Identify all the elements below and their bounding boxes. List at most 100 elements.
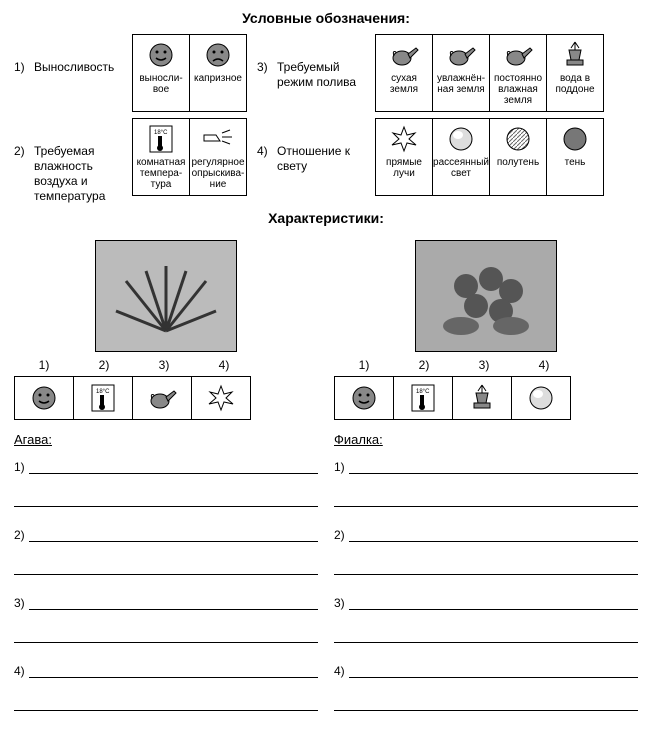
legend-cell: прямые лучи	[375, 118, 433, 196]
cell-caption: комнатная темпера-тура	[135, 157, 187, 190]
legend-cell: выносли-вое	[132, 34, 190, 112]
legend-cell: регулярное опрыскива-ние	[189, 118, 247, 196]
num-row: 1) 2) 3) 4)	[334, 358, 574, 372]
cell-caption: прямые лучи	[378, 157, 430, 179]
legend-label: Требуемый режим полива	[277, 34, 375, 90]
legend-cell: рассеянный свет	[432, 118, 490, 196]
answer-line: 4)	[14, 659, 318, 678]
therm-icon: 18°C	[146, 123, 176, 155]
legend-num: 1)	[14, 34, 34, 74]
blank-line	[14, 624, 318, 643]
pot-icon	[561, 39, 589, 71]
answer-line: 3)	[334, 591, 638, 610]
blank-line	[29, 591, 318, 610]
cell-caption: сухая земля	[378, 73, 430, 95]
smile-icon	[334, 376, 394, 420]
legend-label: Требуемая влажность воздуха и температур…	[34, 118, 132, 204]
legend-cell: сухая земля	[375, 34, 433, 112]
legend-cells: выносли-вое капризное	[132, 34, 247, 112]
ball2-icon	[505, 123, 531, 155]
line-num: 3)	[14, 596, 25, 610]
blank-line	[349, 659, 638, 678]
answer-line: 2)	[334, 523, 638, 542]
plant-column: 1)2)3)4)18°CАгава:1)2)3)4)	[14, 234, 318, 727]
sun-icon	[191, 376, 251, 420]
legend-cell: постоянно влажная земля	[489, 34, 547, 112]
title-legend: Условные обозначения:	[14, 10, 638, 26]
ball1-icon	[511, 376, 571, 420]
legend-cells: сухая земляувлажнён-ная земляпостоянно в…	[375, 34, 604, 112]
svg-text:18°C: 18°C	[154, 130, 168, 136]
icon-cells: 18°C	[14, 376, 254, 420]
answer-line: 4)	[334, 659, 638, 678]
legend-cells: прямые лучирассеянный свет полутень тень	[375, 118, 604, 196]
legend-label: Выносливость	[34, 34, 132, 75]
line-num: 2)	[334, 528, 345, 542]
ball3-icon	[562, 123, 588, 155]
svg-text:18°C: 18°C	[96, 389, 110, 395]
legend-cell: вода в поддоне	[546, 34, 604, 112]
blank-line	[349, 455, 638, 474]
ball1-icon	[448, 123, 474, 155]
legend-label: Отношение к свету	[277, 118, 375, 174]
legend-num: 4)	[257, 118, 277, 158]
blank-line	[334, 624, 638, 643]
num-row: 1)2)3)4)	[14, 358, 254, 372]
blank-line	[29, 659, 318, 678]
can2-icon	[445, 39, 477, 71]
sun-icon	[390, 123, 418, 155]
cell-caption: полутень	[497, 157, 539, 168]
answer-line: 1)	[334, 455, 638, 474]
legend-cell: 18°C комнатная темпера-тура	[132, 118, 190, 196]
blank-line	[14, 488, 318, 507]
svg-text:18°C: 18°C	[416, 389, 430, 395]
col-num: 3)	[159, 358, 170, 372]
cell-caption: постоянно влажная земля	[492, 73, 544, 106]
blank-line	[334, 488, 638, 507]
can1-icon	[132, 376, 192, 420]
legend-cell: полутень	[489, 118, 547, 196]
col-num: 4)	[539, 358, 550, 372]
col-num: 1)	[359, 358, 370, 372]
legend-cell: тень	[546, 118, 604, 196]
line-num: 1)	[14, 460, 25, 474]
col-num: 2)	[419, 358, 430, 372]
answer-line: 2)	[14, 523, 318, 542]
sad-icon	[205, 39, 231, 71]
icon-cells: 18°C	[334, 376, 574, 420]
plant-name: Фиалка:	[334, 432, 638, 447]
legend-num: 2)	[14, 118, 34, 158]
col-num: 4)	[219, 358, 230, 372]
line-num: 4)	[14, 664, 25, 678]
plant-name: Агава:	[14, 432, 318, 447]
smile-icon	[14, 376, 74, 420]
cell-caption: выносли-вое	[135, 73, 187, 95]
line-num: 4)	[334, 664, 345, 678]
answer-line: 3)	[14, 591, 318, 610]
cell-caption: тень	[565, 157, 586, 168]
col-num: 1)	[39, 358, 50, 372]
smile-icon	[148, 39, 174, 71]
col-num: 3)	[479, 358, 490, 372]
cell-caption: капризное	[194, 73, 242, 84]
blank-line	[349, 523, 638, 542]
plant-image	[95, 240, 237, 352]
can1-icon	[388, 39, 420, 71]
legend-num: 3)	[257, 34, 277, 74]
answer-line: 1)	[14, 455, 318, 474]
blank-line	[349, 591, 638, 610]
therm-icon: 18°C	[393, 376, 453, 420]
legend-cell: капризное	[189, 34, 247, 112]
legend-cells: 18°C комнатная темпера-турарегулярное опр…	[132, 118, 247, 196]
cell-caption: увлажнён-ная земля	[435, 73, 487, 95]
plant-column: 1) 2) 3) 4) 18°C Фиалка: 1) 2) 3) 4)	[334, 234, 638, 727]
blank-line	[14, 556, 318, 575]
line-num: 2)	[14, 528, 25, 542]
blank-line	[29, 523, 318, 542]
cell-caption: вода в поддоне	[549, 73, 601, 95]
pot-icon	[452, 376, 512, 420]
line-num: 1)	[334, 460, 345, 474]
can3-icon	[502, 39, 534, 71]
therm-icon: 18°C	[73, 376, 133, 420]
line-num: 3)	[334, 596, 345, 610]
